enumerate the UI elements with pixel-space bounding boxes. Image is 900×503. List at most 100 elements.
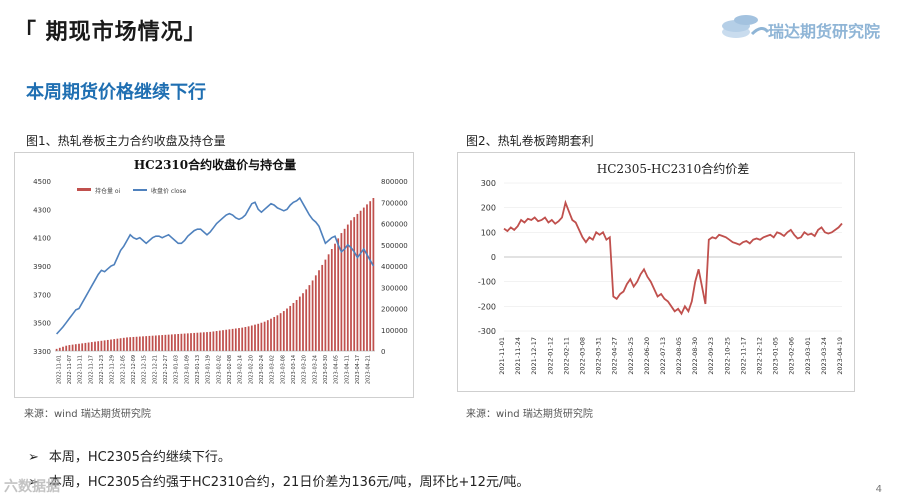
x-tick-label: 2023-02-06 [788,337,796,375]
right-tick-label: 500000 [381,242,408,250]
x-tick-label: 2023-02-14 [238,355,244,384]
oi-bar [170,334,173,351]
x-tick-label: 2023-03-24 [312,355,318,384]
x-tick-label: 2022-04-27 [611,337,619,375]
page-number: 4 [875,484,882,495]
oi-bar [94,341,96,351]
figure-1-source: 来源：wind 瑞达期货研究院 [24,409,151,420]
oi-bar [231,328,234,351]
oi-bar [158,335,160,351]
oi-bar [266,320,269,351]
oi-bar [193,332,196,351]
oi-bar [282,311,285,351]
oi-bar [180,333,183,351]
oi-bar [113,339,116,351]
legend-close-label: 收盘价 close [151,187,187,195]
chart-1-title: HC2310合约收盘价与持仓量 [134,157,296,172]
x-tick-label: 2022-11-01 [56,355,62,384]
oi-bar [90,342,93,351]
legend-oi-swatch [77,188,91,191]
x-tick-label: 2022-03-31 [595,337,603,375]
x-tick-label: 2022-12-05 [120,355,126,384]
oi-bar [209,331,212,351]
x-tick-label: 2022-12-27 [163,355,169,384]
left-tick-label: 4100 [33,235,51,243]
oi-bar [244,326,247,351]
x-tick-label: 2023-03-08 [280,355,286,384]
oi-bar [122,337,125,351]
left-tick-label: 3500 [33,320,51,328]
x-tick-label: 2022-11-17 [739,337,747,375]
x-tick-label: 2023-03-01 [804,337,812,375]
oi-bar [103,340,106,351]
oi-bar [212,331,215,351]
oi-bar [353,217,356,351]
oi-bar [148,335,151,351]
y-tick-label: 300 [481,179,496,188]
oi-bar [263,321,266,351]
x-tick-label: 2023-03-30 [323,355,329,384]
oi-bar [142,336,144,351]
oi-bar [199,332,202,351]
x-tick-label: 2022-02-11 [562,337,570,375]
x-tick-label: 2023-04-19 [836,337,844,375]
oi-bar [289,305,292,351]
oi-bar [78,343,80,351]
oi-bar [343,228,346,351]
oi-bar [154,335,157,351]
oi-bar [161,335,164,351]
x-tick-label: 2023-02-20 [248,355,254,384]
x-tick-label: 2023-02-02 [216,355,222,384]
oi-bar [196,332,199,351]
oi-bar [167,334,170,351]
y-tick-label: -200 [478,302,496,311]
oi-bar [286,308,288,351]
bullet-2-text: 本周，HC2305合约强于HC2310合约，21日价差为136元/吨，周环比+1… [48,475,530,490]
oi-bar [340,233,343,351]
bullet-1: ➢ 本周，HC2305合约继续下行。 [28,446,231,465]
oi-bar [119,338,122,351]
x-tick-label: 2022-06-20 [643,337,651,375]
x-tick-label: 2022-12-09 [131,355,137,384]
oi-bar [55,348,58,351]
x-tick-label: 2022-03-08 [578,337,586,375]
oi-bar [334,243,336,351]
x-tick-label: 2022-09-23 [707,337,715,375]
figure-1-caption: 图1、热轧卷板主力合约收盘及持仓量 [26,134,226,148]
oi-bar [164,334,167,351]
x-tick-label: 2023-04-17 [355,355,361,384]
oi-bar [234,328,237,351]
oi-bar [81,343,84,351]
chart-2: HC2305-HC2310合约价差3002001000-100-200-3002… [478,161,844,375]
oi-bar [177,334,180,351]
x-tick-label: 2022-08-30 [691,337,699,375]
logo-icon [722,15,770,38]
chart-2-title: HC2305-HC2310合约价差 [597,161,749,176]
y-tick-label: -300 [478,327,496,336]
oi-bar [308,285,311,351]
oi-bar [106,339,109,351]
logo-text: 瑞达期货研究院 [768,22,881,41]
oi-bar [260,322,263,351]
page-title: 「 期现市场情况」 [14,20,207,45]
oi-bar [218,330,221,351]
oi-bar [129,337,132,351]
oi-bar [298,296,301,351]
oi-bar [359,210,362,351]
left-tick-label: 3700 [33,291,51,299]
oi-bar [311,280,314,351]
oi-bar [273,317,276,351]
oi-bar [318,270,320,351]
oi-bar [151,335,154,351]
oi-bar [314,275,317,351]
left-tick-label: 3300 [33,348,51,356]
x-tick-label: 2022-11-17 [88,355,94,384]
x-tick-label: 2023-04-21 [366,355,372,384]
x-tick-label: 2022-10-25 [723,337,731,375]
x-tick-label: 2023-01-13 [195,355,201,384]
arrow-icon: ➢ [28,475,39,490]
oi-bar [337,238,340,351]
oi-bar [135,336,138,351]
oi-bar [62,346,64,351]
